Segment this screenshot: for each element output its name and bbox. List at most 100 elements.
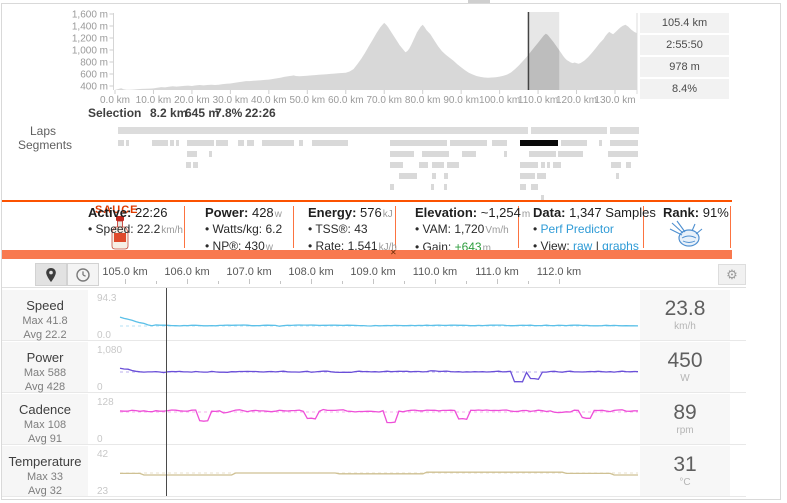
elevation-y-tick: 1,200 m xyxy=(72,34,108,45)
lap-bar[interactable] xyxy=(118,127,528,134)
segment-bar[interactable] xyxy=(176,140,179,146)
graph-max: Max 108 xyxy=(23,419,67,431)
sauce-stat-title: Rank: xyxy=(663,205,703,220)
lap-bar[interactable] xyxy=(610,127,639,134)
segment-bar[interactable] xyxy=(541,162,545,168)
graph-x-tick-label: 105.0 km xyxy=(102,266,148,278)
segment-bar[interactable] xyxy=(209,151,212,157)
segment-bar[interactable] xyxy=(419,162,428,168)
segment-bar[interactable] xyxy=(599,140,602,146)
sauce-stat-unit: w xyxy=(274,209,282,220)
segment-bar[interactable] xyxy=(610,140,638,146)
segment-bar[interactable] xyxy=(390,151,414,157)
elevation-y-tick: 600 m xyxy=(80,70,108,81)
sauce-columns: Active: 22:26 • Speed: 22.2km/h Power: 428… xyxy=(2,202,732,254)
segment-bar[interactable] xyxy=(262,140,294,146)
segment-bar[interactable] xyxy=(520,173,535,179)
segment-bar[interactable] xyxy=(431,184,434,190)
segment-bar[interactable] xyxy=(187,151,197,157)
sauce-stat-value: 576 xyxy=(360,205,382,220)
selection-distance: 8.2 km xyxy=(150,106,188,120)
elevation-x-tick: 10.0 km xyxy=(136,95,172,106)
graph-x-tick-label: 110.0 km xyxy=(412,266,458,278)
graph-plot-temperature[interactable]: 42 23 xyxy=(88,445,640,497)
segment-bar[interactable] xyxy=(193,162,198,168)
segment-bar[interactable] xyxy=(561,140,587,146)
sauce-stat-title: Power: xyxy=(205,205,252,220)
sauce-sub-stat: • VAM: 1,720Vm/h xyxy=(415,222,509,236)
graph-line-cadence xyxy=(119,408,639,424)
graph-max: Max 41.8 xyxy=(22,315,68,327)
segment-bar[interactable] xyxy=(553,162,561,168)
graph-settings-button[interactable]: ⚙ xyxy=(718,264,746,285)
segment-bar[interactable] xyxy=(611,162,621,168)
segment-bar[interactable] xyxy=(422,151,449,157)
graph-x-tick-minor xyxy=(218,281,219,284)
segment-bar[interactable] xyxy=(432,162,444,168)
segment-bar[interactable] xyxy=(312,140,348,146)
sauce-bottle-icon xyxy=(111,216,129,250)
lap-bar[interactable] xyxy=(531,127,607,134)
segment-bar[interactable] xyxy=(152,140,168,146)
segment-bar[interactable] xyxy=(238,140,244,146)
graph-current-value-power: 450 W xyxy=(640,342,730,392)
distance-axis-button[interactable] xyxy=(35,263,67,286)
sauce-stat-value: 1,347 Samples xyxy=(569,205,656,220)
segment-bar[interactable] xyxy=(399,173,417,179)
segment-bar[interactable] xyxy=(626,162,631,168)
segment-bar[interactable] xyxy=(432,173,436,179)
segment-bar[interactable] xyxy=(447,162,459,168)
segment-bar[interactable] xyxy=(537,173,546,179)
segment-bar[interactable] xyxy=(170,140,174,146)
segment-bar[interactable] xyxy=(216,140,228,146)
segment-bar[interactable] xyxy=(187,140,214,146)
segment-bar[interactable] xyxy=(390,162,403,168)
segment-bar[interactable] xyxy=(558,151,583,157)
segment-bar[interactable] xyxy=(529,151,556,157)
sauce-link-raw[interactable]: raw xyxy=(573,239,593,253)
segment-bar[interactable] xyxy=(541,195,544,201)
collapse-sauce-icon[interactable]: ✕ xyxy=(390,248,397,257)
sauce-stat-title: Data: xyxy=(533,205,570,220)
elevation-x-tick: 20.0 km xyxy=(174,95,210,106)
segment-bar[interactable] xyxy=(444,184,447,190)
graph-plot-speed[interactable]: 94.3 0.0 xyxy=(88,289,640,341)
segment-bar[interactable] xyxy=(608,151,638,157)
sauce-link-perf-predictor[interactable]: Perf Predictor xyxy=(540,222,614,236)
segment-bar[interactable] xyxy=(450,140,487,146)
elevation-x-tick: 110.0 km xyxy=(518,95,558,106)
graph-plot-power[interactable]: 1,080 0 xyxy=(88,341,640,393)
graph-y-min: 0 xyxy=(97,434,103,445)
segment-bar[interactable] xyxy=(547,162,550,168)
segment-bar[interactable] xyxy=(186,162,191,168)
segment-bar[interactable] xyxy=(299,140,303,146)
segment-bar[interactable] xyxy=(118,140,124,146)
sauce-sub-stat: • TSS®: 43 xyxy=(308,222,368,236)
segment-bar[interactable] xyxy=(462,151,476,157)
graph-x-tick-mark xyxy=(187,279,188,284)
segment-bar[interactable] xyxy=(390,140,447,146)
sauce-column-divider xyxy=(518,206,519,248)
segment-bar[interactable] xyxy=(492,140,507,146)
selection-label: Selection xyxy=(88,106,142,120)
segment-bar[interactable] xyxy=(504,151,507,157)
segment-bar-highlighted[interactable] xyxy=(520,140,558,146)
segment-bar[interactable] xyxy=(616,173,619,179)
segment-bar[interactable] xyxy=(444,173,448,179)
graph-x-tick-mark xyxy=(373,279,374,284)
segment-bar[interactable] xyxy=(520,184,526,190)
sauce-link-graphs[interactable]: graphs xyxy=(602,239,639,253)
sauce-collapse-bar[interactable]: ✕ xyxy=(2,248,732,259)
graph-max: Max 588 xyxy=(23,367,67,379)
segment-bar[interactable] xyxy=(126,140,129,146)
elevation-area[interactable] xyxy=(115,22,637,90)
graph-plot-cadence[interactable]: 128 0 xyxy=(88,393,640,445)
segment-bar[interactable] xyxy=(520,162,538,168)
time-axis-button[interactable] xyxy=(67,263,99,286)
top-tab-sliver xyxy=(468,0,490,3)
segment-bar[interactable] xyxy=(247,140,254,146)
segment-bar[interactable] xyxy=(531,184,538,190)
graph-value: 23.8 xyxy=(664,297,706,320)
segment-bar[interactable] xyxy=(390,184,394,190)
